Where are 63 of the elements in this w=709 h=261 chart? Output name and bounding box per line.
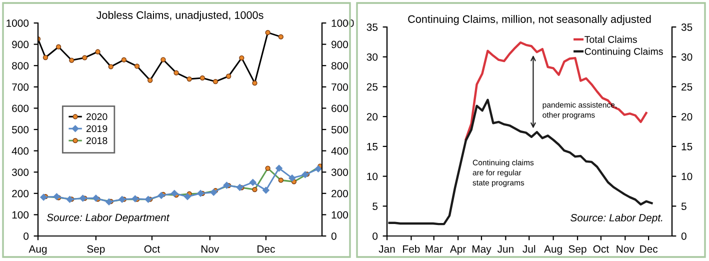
x-tick-label: Oct [593,245,609,253]
y-tick-label: 700 [12,83,29,91]
x-tick-label: Jun [497,245,514,253]
x-tick-label: Feb [403,245,420,253]
x-tick-label: Nov [616,245,634,253]
y2-tick-label: 400 [331,147,348,155]
y2-tick-label: 600 [332,104,348,112]
x-tick-label: Dec [258,245,275,253]
y2-tick-label: 35 [681,24,692,31]
x-tick-label: Oct [144,245,160,253]
x-tick-label: Sep [87,245,105,255]
y-tick-label: 5 [372,202,378,210]
annotation: Source: Labor Department [46,214,170,224]
legend-label: Continuing Claims [584,48,663,57]
legend-label: 2020 [86,113,108,120]
y2-tick-label: 0 [681,232,686,240]
legend-label: Total Claims [584,36,637,43]
x-tick-label: Aug [544,245,562,255]
y-tick-label: 0 [372,232,378,240]
y-tick-label: 25 [366,83,378,91]
y-tick-label: 500 [12,126,29,134]
y2-tick-label: 10 [682,172,692,180]
x-tick-label: Jul [522,245,536,253]
x-tick-label: Apr [450,245,466,255]
y-tick-label: 800 [12,62,29,70]
y2-tick-label: 100 [332,211,348,219]
x-tick-label: May [472,245,492,255]
annotation: Source: Labor Dept. [570,214,662,224]
x-tick-label: Nov [201,245,220,253]
y-tick-label: 10 [367,172,378,180]
y2-tick-label: 500 [331,126,348,134]
y-tick-label: 300 [12,168,29,176]
x-tick-label: Jan [378,245,395,253]
y-tick-label: 400 [12,147,29,155]
y2-tick-label: 200 [332,190,348,198]
y-tick-label: 30 [366,53,378,61]
y2-tick-label: 25 [682,83,692,91]
x-tick-label: Sep [568,245,586,255]
y2-tick-label: 15 [682,143,692,150]
y-tick-label: 100 [12,211,29,219]
x-tick-label: Mar [426,245,443,253]
y2-tick-label: 20 [682,113,692,120]
y2-tick-label: 900 [332,40,348,48]
y-tick-label: 0 [24,232,29,240]
legend-label: 2019 [86,125,108,132]
y2-tick-label: 5 [681,202,686,210]
chart-title: Continuing Claims, million, not seasonally adjusted [408,14,651,26]
legend-label: 2018 [86,137,108,144]
y-tick-label: 200 [12,190,29,198]
y2-tick-label: 800 [331,62,348,70]
chart-title: Jobless Claims, unadjusted, 1000s [96,10,264,22]
y2-tick-label: 300 [331,168,348,176]
x-tick-label: Dec [640,245,658,253]
y-tick-label: 15 [367,143,378,150]
y2-tick-label: 30 [681,53,692,61]
y-tick-label: 900 [12,40,29,48]
y-tick-label: 1000 [6,20,29,27]
y2-tick-label: 0 [331,232,336,240]
y2-tick-label: 700 [332,83,348,91]
y-tick-label: 600 [12,104,29,112]
y-tick-label: 35 [366,24,378,31]
x-tick-label: Aug [28,245,47,255]
y-tick-label: 20 [366,113,378,120]
